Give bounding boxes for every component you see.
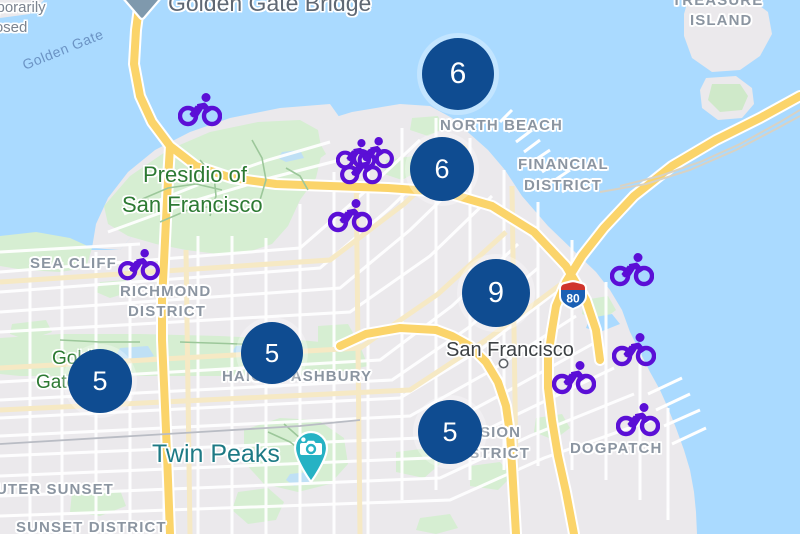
cluster-downtown[interactable]: 9 [462,259,530,327]
camera-icon [300,437,322,455]
water-pond-presidio [278,150,304,162]
photo-viewpoint-pin[interactable] [291,428,331,484]
bike-marker-dogpatch[interactable] [615,402,661,438]
park-bernal [470,462,512,490]
park-presidio [104,120,322,254]
bike-marker-presidio-north[interactable] [177,92,223,128]
cluster-count: 6 [434,153,450,184]
bike-marker-pac-heights-c[interactable] [340,152,382,186]
cluster-count: 6 [449,57,467,90]
bay-bridge-thin [599,109,800,193]
interstate-80-number: 80 [566,292,580,306]
park-sunset-strip [70,490,126,516]
cluster-mission[interactable]: 5 [418,400,482,464]
bike-marker-south-beach[interactable] [611,332,657,368]
yerba-buena-green [708,84,748,112]
cluster-north-waterfront[interactable]: 6 [422,38,494,110]
piers [498,108,707,446]
cluster-north-beach[interactable]: 6 [410,137,474,201]
interstate-80-shield[interactable]: 80 [556,279,590,311]
cluster-count: 9 [487,276,505,309]
landmass-treasure-island [684,0,772,72]
rail-line [0,419,361,445]
cluster-golden-gate-park[interactable]: 5 [68,349,132,413]
cluster-count: 5 [442,416,458,447]
san-francisco-city-dot [498,356,509,369]
cluster-count: 5 [264,338,280,368]
bike-marker-soma[interactable] [551,360,597,396]
park-se-1 [416,514,458,534]
bike-marker-japantown[interactable] [327,198,373,234]
park-lands-end [0,232,92,272]
landmass-marin [0,0,44,18]
bike-marker-embarcadero[interactable] [609,252,655,288]
cluster-haight-ashbury[interactable]: 5 [241,322,303,384]
bike-marker-richmond[interactable] [118,248,160,282]
cluster-count: 5 [92,365,108,396]
golden-gate-bridge-pin[interactable] [120,0,164,30]
